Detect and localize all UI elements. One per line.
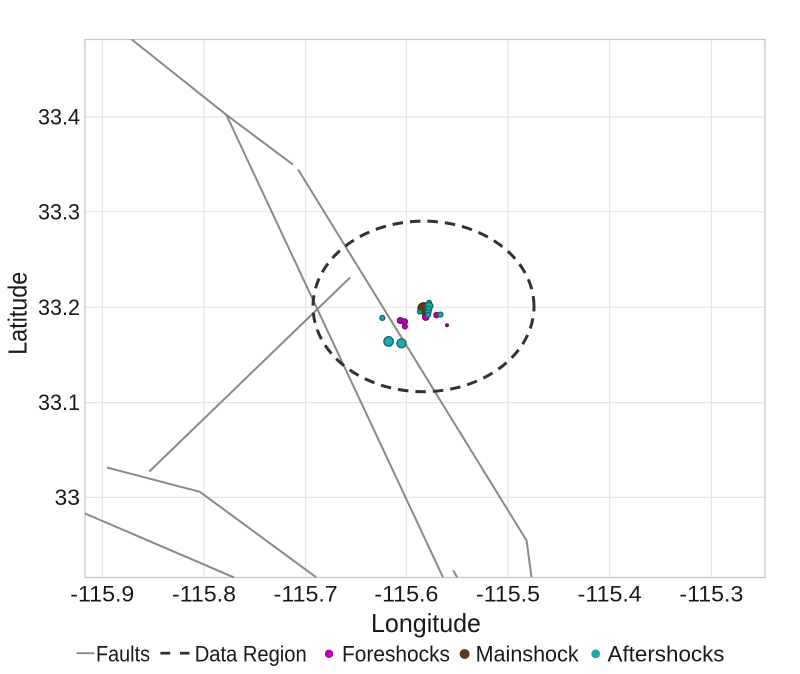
svg-text:33.4: 33.4 [38,105,80,130]
svg-text:-115.6: -115.6 [374,582,438,607]
svg-text:Longitude: Longitude [371,608,481,638]
svg-text:Aftershocks: Aftershocks [608,642,725,667]
svg-text:33.2: 33.2 [38,295,80,320]
svg-text:33.3: 33.3 [38,199,80,224]
svg-text:-115.8: -115.8 [172,582,236,607]
svg-text:Data Region: Data Region [195,642,307,667]
svg-text:Faults: Faults [96,642,150,667]
svg-text:33.1: 33.1 [38,390,80,415]
svg-text:-115.7: -115.7 [274,582,338,607]
svg-text:Foreshocks: Foreshocks [342,642,450,667]
svg-text:-115.9: -115.9 [70,582,134,607]
svg-text:33: 33 [55,485,81,510]
svg-text:-115.5: -115.5 [476,582,540,607]
svg-text:-115.4: -115.4 [578,582,642,607]
svg-text:Latitude: Latitude [3,272,33,355]
svg-text:-115.3: -115.3 [679,582,743,607]
svg-text:Mainshock: Mainshock [476,642,580,667]
